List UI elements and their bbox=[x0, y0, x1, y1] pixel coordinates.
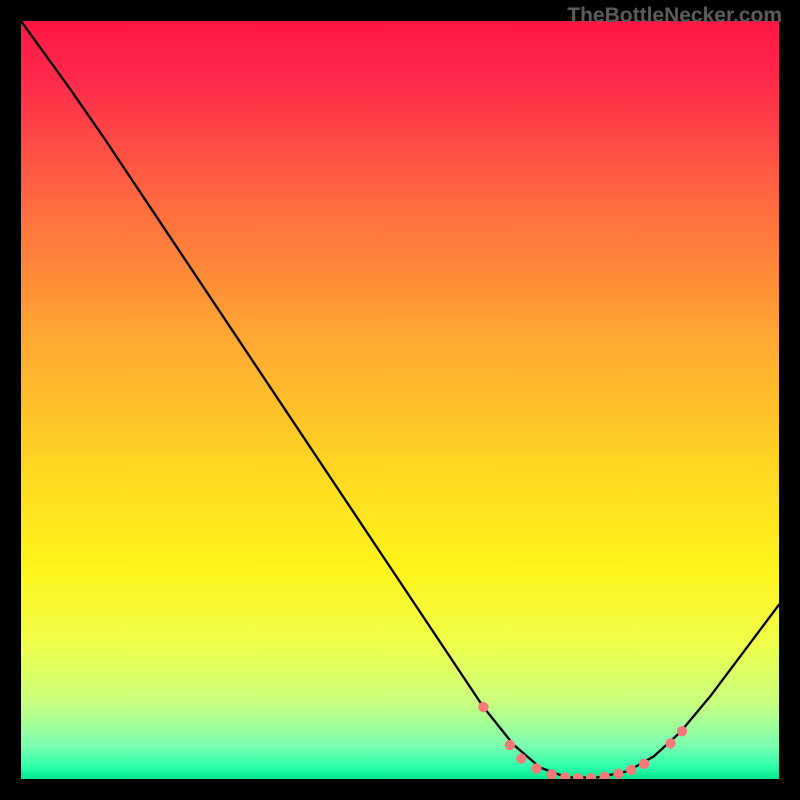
curve-marker bbox=[586, 773, 596, 779]
curve-marker bbox=[613, 768, 623, 778]
curve-marker bbox=[677, 726, 687, 736]
curve-marker bbox=[478, 702, 488, 712]
curve-marker bbox=[639, 759, 649, 769]
curve-marker bbox=[626, 765, 636, 775]
plot-area bbox=[21, 21, 779, 779]
bottleneck-curve bbox=[21, 21, 779, 777]
curve-marker bbox=[516, 753, 526, 763]
curve-marker bbox=[573, 773, 583, 779]
curve-marker bbox=[531, 763, 541, 773]
watermark-text: TheBottleNecker.com bbox=[567, 4, 782, 28]
curve-marker bbox=[560, 772, 570, 779]
curve-marker bbox=[505, 740, 515, 750]
curve-marker bbox=[665, 738, 675, 748]
curve-marker bbox=[599, 772, 609, 779]
chart-curve-layer bbox=[21, 21, 779, 779]
curve-markers bbox=[478, 702, 687, 779]
